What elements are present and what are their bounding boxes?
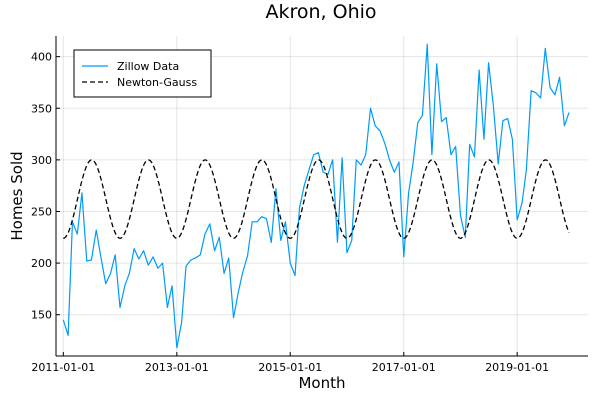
x-tick-label: 2011-01-01 bbox=[31, 361, 95, 374]
series-line-zillow-data bbox=[62, 43, 570, 349]
series-line-newton-gauss bbox=[63, 159, 570, 239]
legend-box bbox=[73, 49, 212, 98]
legend: Zillow Data Newton-Gauss bbox=[73, 49, 212, 98]
y-tick-label: 300 bbox=[31, 154, 52, 167]
chart-title: Akron, Ohio bbox=[265, 1, 376, 23]
x-axis-title: Month bbox=[298, 374, 345, 392]
y-tick-label: 150 bbox=[31, 309, 52, 322]
y-tick-label: 400 bbox=[31, 51, 52, 64]
legend-label-newton-gauss: Newton-Gauss bbox=[117, 76, 197, 89]
x-tick-label: 2015-01-01 bbox=[258, 361, 322, 374]
plot-area bbox=[62, 43, 570, 349]
x-tick-label: 2017-01-01 bbox=[372, 361, 436, 374]
axis-ticks: 2011-01-01 2013-01-01 2015-01-01 2017-01-01… bbox=[31, 51, 549, 374]
y-axis-title: Homes Sold bbox=[8, 151, 26, 240]
legend-label-zillow-data: Zillow Data bbox=[117, 60, 179, 73]
x-tick-label: 2013-01-01 bbox=[145, 361, 209, 374]
y-tick-label: 200 bbox=[31, 257, 52, 270]
y-tick-label: 250 bbox=[31, 205, 52, 218]
grid-lines bbox=[56, 36, 588, 356]
y-tick-label: 350 bbox=[31, 102, 52, 115]
x-tick-label: 2019-01-01 bbox=[485, 361, 549, 374]
